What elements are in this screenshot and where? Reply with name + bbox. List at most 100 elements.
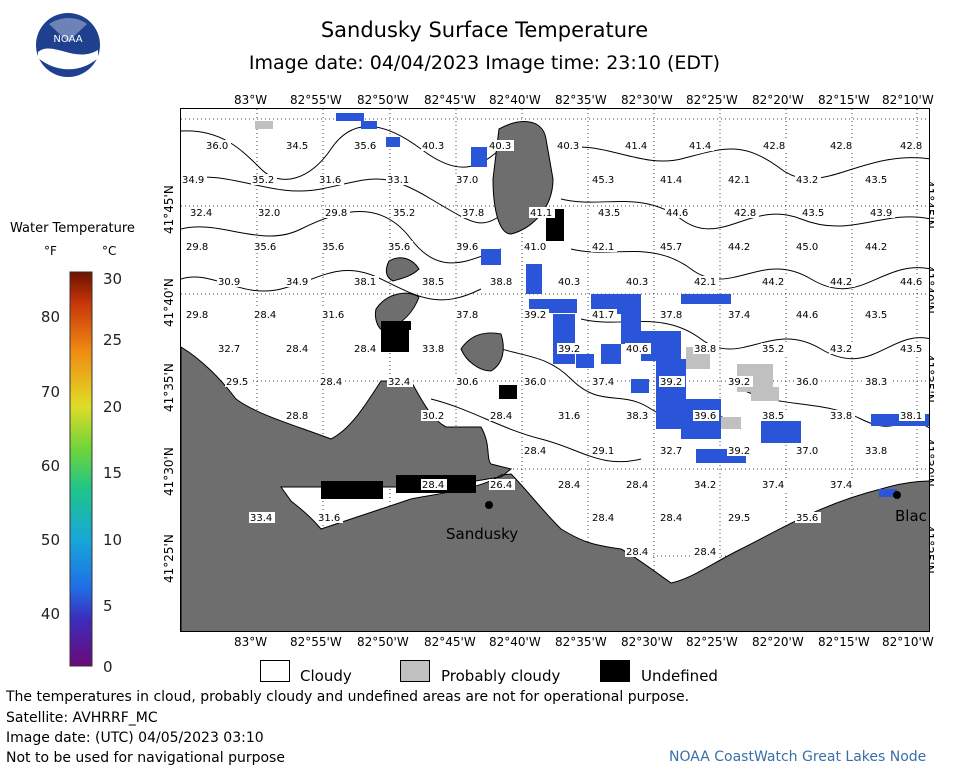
temperature-label: 32.7	[660, 446, 682, 457]
temperature-label-bg	[489, 410, 515, 421]
unit-celsius: °C	[102, 244, 117, 258]
temperature-label-bg	[727, 241, 753, 252]
temperature-label: 35.2	[393, 208, 415, 219]
temperature-label-bg	[665, 207, 691, 218]
temperature-label-bg	[285, 276, 311, 287]
temperature-label-bg	[829, 479, 855, 490]
temperature-label-bg	[557, 479, 583, 490]
scale-c-5: 5	[103, 597, 113, 615]
temperature-label: 31.6	[318, 513, 340, 524]
lon-label-top: 82°30'W	[621, 93, 673, 107]
temperature-label: 37.4	[830, 480, 852, 491]
temperature-label: 33.8	[830, 411, 852, 422]
temperature-label: 41.0	[524, 242, 546, 253]
lat-label-left: 41°30'N	[162, 447, 176, 496]
temperature-label-bg	[319, 376, 345, 387]
temperature-label-bg	[693, 546, 719, 557]
temperature-label: 33.8	[422, 344, 444, 355]
temperature-label: 28.4	[592, 513, 614, 524]
temperature-label: 28.4	[660, 513, 682, 524]
temperature-label-bg	[386, 174, 412, 185]
temperature-label: 37.4	[592, 377, 614, 388]
temperature-label: 39.6	[456, 242, 478, 253]
temperature-label: 41.1	[530, 208, 552, 219]
temperature-label-bg	[489, 276, 515, 287]
lon-label-top: 82°45'W	[424, 93, 476, 107]
lon-label-bottom: 82°35'W	[555, 635, 607, 649]
temperature-label: 37.4	[762, 480, 784, 491]
temperature-label-bg	[625, 343, 651, 354]
unit-fahrenheit: °F	[44, 244, 57, 258]
utc-image-date: Image date: (UTC) 04/05/2023 03:10	[6, 730, 264, 746]
scale-f-70: 70	[40, 383, 60, 401]
temperature-label-bg	[253, 309, 279, 320]
temperature-label: 29.8	[186, 242, 208, 253]
temperature-label: 30.6	[456, 377, 478, 388]
temperature-label: 34.5	[286, 141, 308, 152]
temperature-label: 39.2	[728, 446, 750, 457]
satellite-info: Satellite: AVHRRF_MC	[6, 710, 158, 726]
temperature-label-bg	[829, 140, 855, 151]
temperature-label: 37.8	[660, 310, 682, 321]
temperature-label-bg	[899, 343, 925, 354]
lat-label-left: 41°25'N	[162, 534, 176, 583]
temperature-label: 32.4	[190, 208, 212, 219]
temperature-label-bg	[795, 241, 821, 252]
temperature-label-bg	[727, 445, 753, 456]
temperature-label-bg	[688, 140, 714, 151]
temperature-label-bg	[455, 309, 481, 320]
legend-probably-cloudy-swatch	[400, 660, 430, 682]
temperature-label: 45.7	[660, 242, 682, 253]
temperature-label-bg	[591, 445, 617, 456]
temperature-label-bg	[591, 309, 617, 320]
temperature-label: 29.5	[226, 377, 248, 388]
temperature-label: 45.0	[796, 242, 818, 253]
footer-note: The temperatures in cloud, probably clou…	[6, 689, 690, 705]
lon-label-bottom: 83°W	[234, 635, 268, 649]
temperature-label: 33.8	[865, 446, 887, 457]
temperature-label: 28.4	[422, 480, 444, 491]
temperature-label: 40.3	[422, 141, 444, 152]
temperature-label: 37.8	[462, 208, 484, 219]
temperature-label: 28.4	[254, 310, 276, 321]
temperature-label-bg	[557, 343, 583, 354]
lon-label-bottom: 82°55'W	[290, 635, 342, 649]
place-label-sandusky: Sandusky	[446, 525, 519, 543]
temperature-label: 43.5	[865, 310, 887, 321]
temperature-label-bg	[421, 479, 447, 490]
lon-label-bottom: 82°40'W	[489, 635, 541, 649]
navigation-warning: Not to be used for navigational purpose	[6, 750, 285, 766]
temperature-label-bg	[392, 207, 418, 218]
temperature-label: 28.4	[286, 344, 308, 355]
temperature-label: 44.2	[728, 242, 750, 253]
temperature-label: 38.8	[694, 344, 716, 355]
temperature-label: 44.2	[865, 242, 887, 253]
temperature-label-bg	[899, 276, 925, 287]
lon-label-top: 82°15'W	[818, 93, 870, 107]
temperature-label: 31.6	[558, 411, 580, 422]
temperature-label: 35.6	[354, 141, 376, 152]
temperature-label-bg	[762, 140, 788, 151]
temperature-label: 32.0	[258, 208, 280, 219]
temperature-map: 36.0 34.5 35.6 40.3 40.3 40.3 41.4 41.4 42.8 42.8…	[180, 108, 930, 632]
temperature-label-bg	[864, 376, 890, 387]
scale-f-60: 60	[40, 457, 60, 475]
temperature-label: 42.1	[592, 242, 614, 253]
temperature-label: 40.3	[558, 277, 580, 288]
lon-label-bottom: 82°25'W	[686, 635, 738, 649]
temperature-label: 37.0	[796, 446, 818, 457]
temperature-label-bg	[624, 140, 650, 151]
temperature-label-bg	[659, 241, 685, 252]
temperature-label-bg	[864, 309, 890, 320]
temperature-label: 29.1	[592, 446, 614, 457]
temperature-label-bg	[795, 174, 821, 185]
place-label-blac: Blac	[895, 507, 927, 525]
temperature-label: 28.8	[286, 411, 308, 422]
temperature-label: 38.3	[865, 377, 887, 388]
temperature-label-bg	[317, 512, 343, 523]
temperature-label-bg	[557, 410, 583, 421]
temperature-label-bg	[795, 376, 821, 387]
temperature-label-bg	[864, 445, 890, 456]
svg-text:NOAA: NOAA	[53, 34, 82, 45]
temperature-label: 28.4	[490, 411, 512, 422]
